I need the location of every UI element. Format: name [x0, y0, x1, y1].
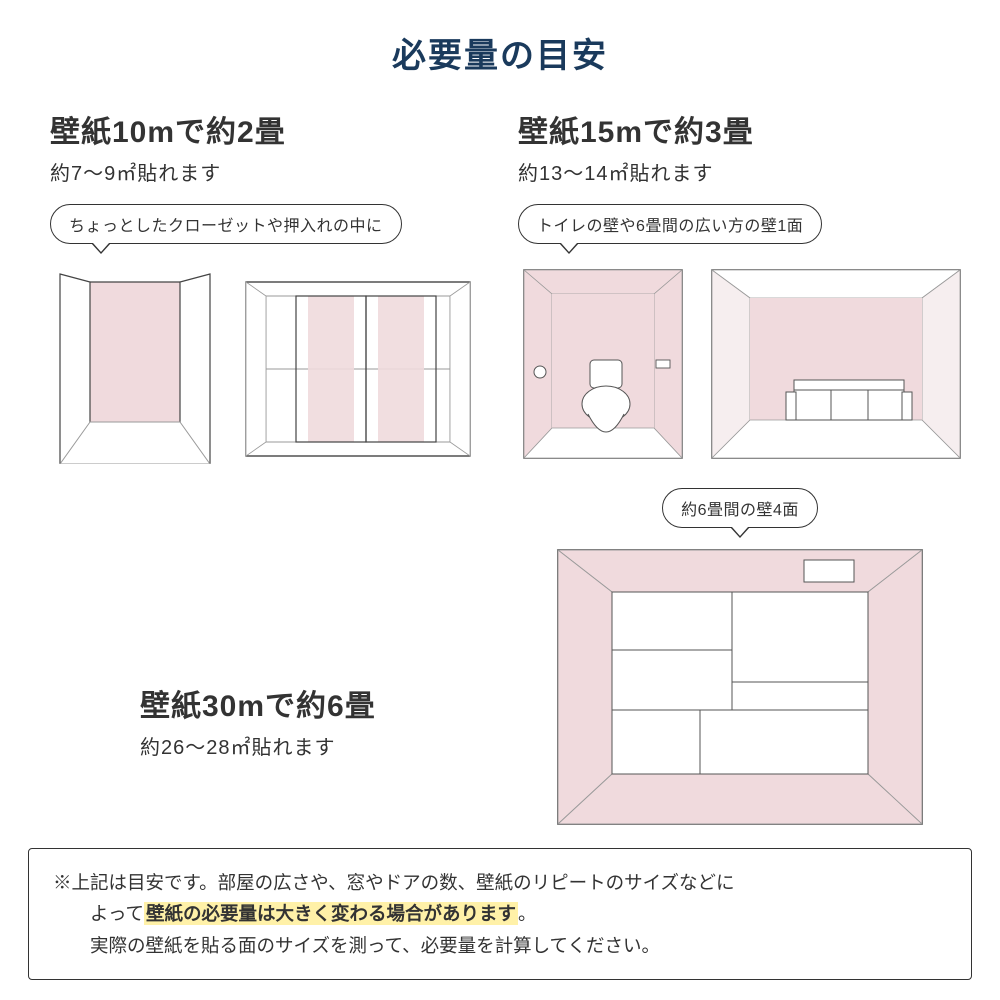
- top-row: 壁紙10mで約2畳 約7〜9㎡貼れます ちょっとしたクローゼットや押入れの中に: [0, 77, 1000, 464]
- section-30m-text: 壁紙30mで約6畳 約26〜28㎡貼れます: [50, 561, 530, 760]
- section-30m: 壁紙30mで約6畳 約26〜28㎡貼れます 約6畳間の壁4面: [0, 464, 1000, 832]
- disclaimer-period: 。: [518, 903, 537, 924]
- oshiire-illustration: [238, 274, 478, 464]
- page-title: 必要量の目安: [0, 0, 1000, 77]
- section-30m-illustration-col: 約6畳間の壁4面: [530, 488, 950, 832]
- disclaimer-box: ※上記は目安です。部屋の広さや、窓やドアの数、壁紙のリピートのサイズなどに よっ…: [28, 848, 972, 980]
- closet-illustration: [50, 264, 220, 464]
- section-15m-title: 壁紙15mで約3畳: [518, 107, 966, 151]
- disclaimer-line3: 実際の壁紙を貼る面のサイズを測って、必要量を計算してください。: [53, 930, 947, 961]
- six-tatami-room-illustration: [550, 542, 930, 832]
- disclaimer-indent: よって: [53, 903, 144, 924]
- section-15m: 壁紙15mで約3畳 約13〜14㎡貼れます トイレの壁や6畳間の広い方の壁1面: [518, 107, 966, 464]
- disclaimer-line2: よって壁紙の必要量は大きく変わる場合があります。: [53, 898, 947, 929]
- living-wall-illustration: [706, 264, 966, 464]
- section-15m-illustrations: [518, 264, 966, 464]
- section-10m-bubble: ちょっとしたクローゼットや押入れの中に: [50, 204, 402, 244]
- section-30m-bubble: 約6畳間の壁4面: [662, 488, 818, 528]
- section-10m: 壁紙10mで約2畳 約7〜9㎡貼れます ちょっとしたクローゼットや押入れの中に: [50, 107, 478, 464]
- section-30m-sub: 約26〜28㎡貼れます: [140, 731, 530, 760]
- disclaimer-line1: ※上記は目安です。部屋の広さや、窓やドアの数、壁紙のリピートのサイズなどに: [53, 867, 947, 898]
- section-30m-title: 壁紙30mで約6畳: [140, 681, 530, 725]
- section-10m-illustrations: [50, 264, 478, 464]
- section-10m-sub: 約7〜9㎡貼れます: [50, 157, 478, 186]
- disclaimer-text-1: ※上記は目安です。部屋の広さや、窓やドアの数、壁紙のリピートのサイズなどに: [53, 872, 735, 893]
- toilet-illustration: [518, 264, 688, 464]
- section-10m-title: 壁紙10mで約2畳: [50, 107, 478, 151]
- section-15m-bubble: トイレの壁や6畳間の広い方の壁1面: [518, 204, 822, 244]
- section-15m-sub: 約13〜14㎡貼れます: [518, 157, 966, 186]
- disclaimer-highlight: 壁紙の必要量は大きく変わる場合があります: [144, 902, 518, 925]
